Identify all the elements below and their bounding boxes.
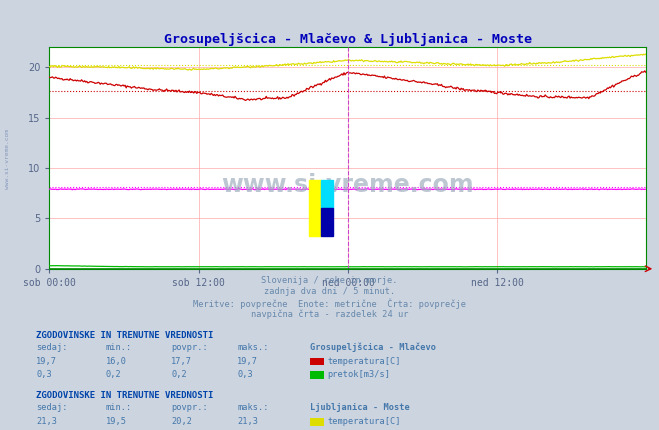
Text: www.si-vreme.com: www.si-vreme.com [221,172,474,197]
Text: ZGODOVINSKE IN TRENUTNE VREDNOSTI: ZGODOVINSKE IN TRENUTNE VREDNOSTI [36,391,214,400]
Text: 0,2: 0,2 [171,371,187,379]
Text: 16,0: 16,0 [105,357,127,366]
Text: Slovenija / reke in morje.: Slovenija / reke in morje. [261,276,398,285]
Bar [309,180,321,236]
Text: 0,3: 0,3 [237,371,253,379]
Text: min.:: min.: [105,343,132,352]
Text: 17,7: 17,7 [171,357,192,366]
Text: Meritve: povprečne  Enote: metrične  Črta: povprečje: Meritve: povprečne Enote: metrične Črta:… [193,298,466,309]
Text: www.si-vreme.com: www.si-vreme.com [5,129,11,189]
Text: 0,2: 0,2 [105,371,121,379]
Text: navpična črta - razdelek 24 ur: navpična črta - razdelek 24 ur [251,310,408,319]
Text: sedaj:: sedaj: [36,403,68,412]
Text: ZGODOVINSKE IN TRENUTNE VREDNOSTI: ZGODOVINSKE IN TRENUTNE VREDNOSTI [36,331,214,340]
Text: temperatura[C]: temperatura[C] [328,357,401,366]
Text: Ljubljanica - Moste: Ljubljanica - Moste [310,403,409,412]
Text: 21,3: 21,3 [237,417,258,426]
Text: 20,2: 20,2 [171,417,192,426]
Text: min.:: min.: [105,403,132,412]
Text: 19,7: 19,7 [36,357,57,366]
Text: Grosupeljšcica - Mlačevo: Grosupeljšcica - Mlačevo [310,342,436,352]
Bar [321,180,333,208]
Bar [321,208,333,236]
Text: sedaj:: sedaj: [36,343,68,352]
Text: 21,3: 21,3 [36,417,57,426]
Text: maks.:: maks.: [237,343,269,352]
Text: 19,7: 19,7 [237,357,258,366]
Title: Grosupeljšcica - Mlačevo & Ljubljanica - Moste: Grosupeljšcica - Mlačevo & Ljubljanica -… [163,33,532,46]
Text: 0,3: 0,3 [36,371,52,379]
Text: povpr.:: povpr.: [171,343,208,352]
Text: pretok[m3/s]: pretok[m3/s] [328,371,391,379]
Text: 19,5: 19,5 [105,417,127,426]
Text: maks.:: maks.: [237,403,269,412]
Text: zadnja dva dni / 5 minut.: zadnja dva dni / 5 minut. [264,287,395,296]
Text: temperatura[C]: temperatura[C] [328,417,401,426]
Text: povpr.:: povpr.: [171,403,208,412]
